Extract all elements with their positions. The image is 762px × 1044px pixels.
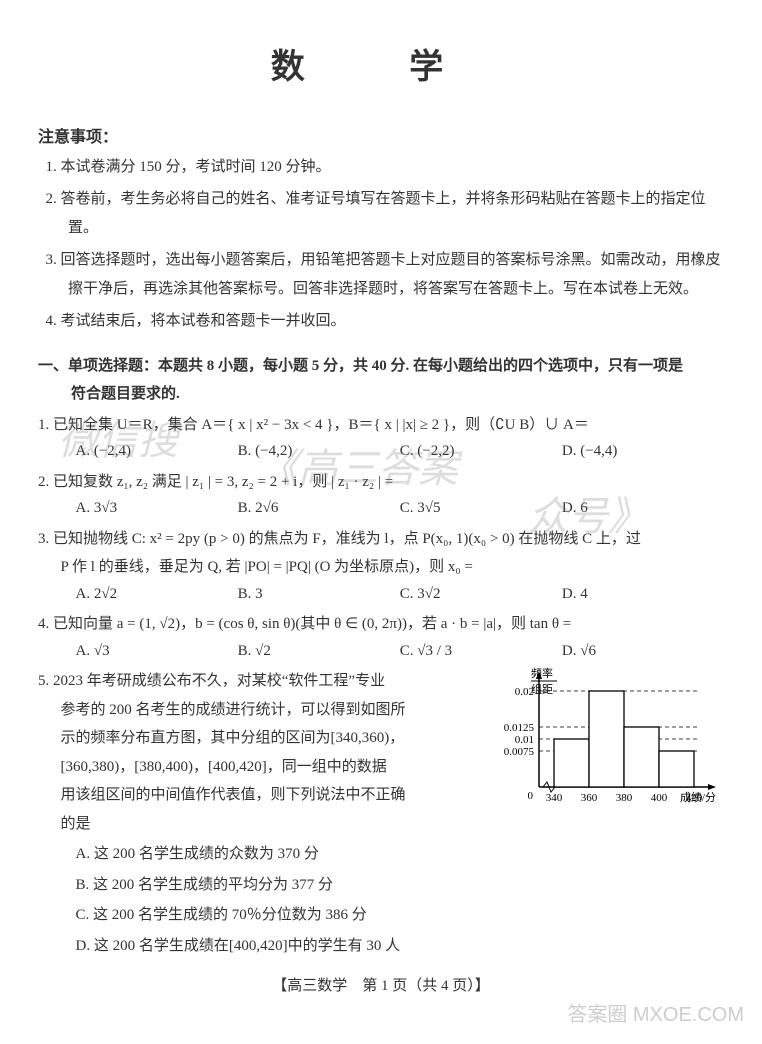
q5-opt-b: B. 这 200 名学生成绩的平均分为 377 分 <box>38 871 724 900</box>
svg-text:340: 340 <box>546 792 563 804</box>
q4-opt-b: B. √2 <box>238 637 400 666</box>
q1-text: 1. 已知全集 U＝R，集合 A＝{ x | x² − 3x < 4 }，B＝{… <box>38 411 724 440</box>
svg-text:0.0075: 0.0075 <box>504 746 535 758</box>
q5-l6: 的是 <box>38 810 478 839</box>
q2-opt-d: D. 6 <box>562 494 724 523</box>
q3-opt-a: A. 2√2 <box>76 580 238 609</box>
svg-text:0.01: 0.01 <box>515 734 534 746</box>
notice-item-1: 1. 本试卷满分 150 分，考试时间 120 分钟。 <box>38 153 724 182</box>
histogram-chart: 频率组距0.020.01250.010.0075340360380400420成… <box>484 665 724 815</box>
q3-options: A. 2√2 B. 3 C. 3√2 D. 4 <box>38 580 724 609</box>
q4-options: A. √3 B. √2 C. √3 / 3 D. √6 <box>38 637 724 666</box>
q1-opt-b: B. (−4,2) <box>238 437 400 466</box>
q5-l3: 示的频率分布直方图，其中分组的区间为[340,360)， <box>38 724 478 753</box>
q5-opt-c: C. 这 200 名学生成绩的 70％分位数为 386 分 <box>38 901 724 930</box>
q2-opt-a: A. 3√3 <box>76 494 238 523</box>
notice-item-4: 4. 考试结束后，将本试卷和答题卡一并收回。 <box>38 307 724 336</box>
q2-opt-b: B. 2√6 <box>238 494 400 523</box>
svg-text:400: 400 <box>651 792 668 804</box>
q3-opt-c: C. 3√2 <box>400 580 562 609</box>
section-1-head: 一、单项选择题：本题共 8 小题，每小题 5 分，共 40 分. 在每小题给出的… <box>38 352 724 381</box>
svg-text:0.0125: 0.0125 <box>504 722 535 734</box>
svg-text:380: 380 <box>616 792 633 804</box>
q5-l1: 5. 2023 年考研成绩公布不久，对某校“软件工程”专业 <box>38 667 478 696</box>
svg-text:成绩/分: 成绩/分 <box>680 791 716 804</box>
notice-heading: 注意事项： <box>38 123 724 153</box>
q1-opt-d: D. (−4,4) <box>562 437 724 466</box>
notice-item-3: 3. 回答选择题时，选出每小题答案后，用铅笔把答题卡上对应题目的答案标号涂黑。如… <box>38 246 724 303</box>
svg-text:0: 0 <box>528 790 534 802</box>
svg-text:360: 360 <box>581 792 598 804</box>
q1-opt-a: A. (−2,4) <box>76 437 238 466</box>
q3-opt-b: B. 3 <box>238 580 400 609</box>
q5-row: 5. 2023 年考研成绩公布不久，对某校“软件工程”专业 参考的 200 名考… <box>38 665 724 838</box>
corner-watermark: 答案圈 MXOE.COM <box>567 996 744 1034</box>
q5-l2: 参考的 200 名考生的成绩进行统计，可以得到如图所 <box>38 696 478 725</box>
q1-opt-c: C. (−2,2) <box>400 437 562 466</box>
q1-options: A. (−2,4) B. (−4,2) C. (−2,2) D. (−4,4) <box>38 437 724 466</box>
questions-block: 微信搜 《高三答案 众号》 1. 已知全集 U＝R，集合 A＝{ x | x² … <box>38 411 724 666</box>
svg-text:频率: 频率 <box>531 666 553 680</box>
page-footer: 【高三数学 第 1 页（共 4 页）】 <box>38 972 724 1001</box>
q3-line2: P 作 l 的垂线，垂足为 Q, 若 |PO| = |PQ| (O 为坐标原点)… <box>38 553 724 582</box>
q4-opt-d: D. √6 <box>562 637 724 666</box>
q5-l4: [360,380)，[380,400)，[400,420]，同一组中的数据 <box>38 753 478 782</box>
q3-opt-d: D. 4 <box>562 580 724 609</box>
q4-opt-c: C. √3 / 3 <box>400 637 562 666</box>
q2-opt-c: C. 3√5 <box>400 494 562 523</box>
q5-l5: 用该组区间的中间值作代表值，则下列说法中不正确 <box>38 781 478 810</box>
svg-text:组距: 组距 <box>531 682 553 696</box>
q3-line1: 3. 已知抛物线 C: x² = 2py (p > 0) 的焦点为 F，准线为 … <box>38 525 724 554</box>
notice-item-2: 2. 答卷前，考生务必将自己的姓名、准考证号填写在答题卡上，并将条形码粘贴在答题… <box>38 185 724 242</box>
q4-opt-a: A. √3 <box>76 637 238 666</box>
section-1-sub: 符合题目要求的. <box>38 380 724 409</box>
q2-text: 2. 已知复数 z₁, z₂ 满足 | z₁ | = 3, z₂ = 2 + i… <box>38 468 724 497</box>
page-title: 数 学 <box>38 36 724 101</box>
q2-options: A. 3√3 B. 2√6 C. 3√5 D. 6 <box>38 494 724 523</box>
q5-opt-a: A. 这 200 名学生成绩的众数为 370 分 <box>38 840 724 869</box>
svg-text:0.02: 0.02 <box>515 686 534 698</box>
q5-opt-d: D. 这 200 名学生成绩在[400,420]中的学生有 30 人 <box>38 932 724 961</box>
q5-text: 5. 2023 年考研成绩公布不久，对某校“软件工程”专业 参考的 200 名考… <box>38 665 478 838</box>
q4-text: 4. 已知向量 a = (1, √2)，b = (cos θ, sin θ)(其… <box>38 610 724 639</box>
